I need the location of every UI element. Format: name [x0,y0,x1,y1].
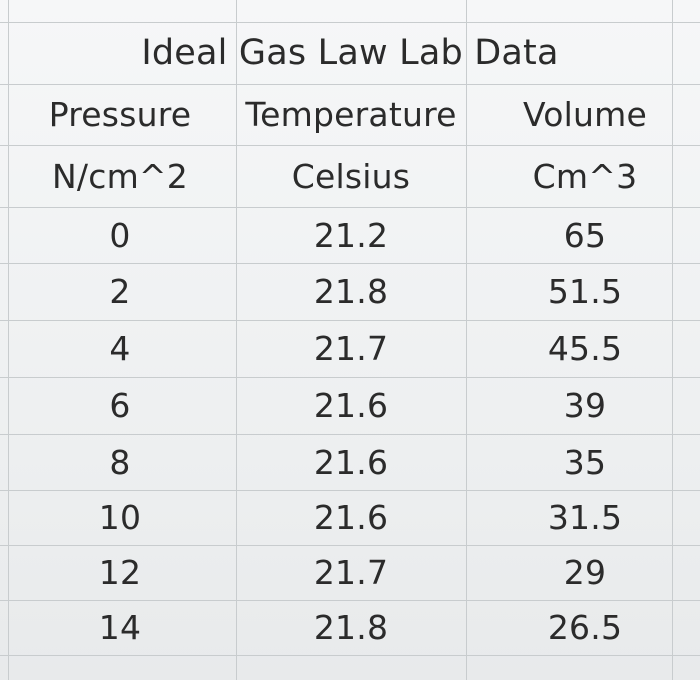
cell-temperature: 21.6 [313,386,389,425]
cell-pressure: 8 [109,442,131,482]
grid-line [0,145,700,146]
cell-volume: 35 [563,442,607,482]
grid-line [236,0,237,680]
cell-pressure: 2 [109,272,131,311]
cell-volume: 26.5 [547,608,623,647]
grid-line [672,0,673,680]
cell-temperature: 21.8 [313,272,389,311]
cell-temperature: 21.8 [313,608,389,647]
cell-pressure: 0 [109,215,131,255]
header-pressure: Pressure [48,95,192,134]
grid-line [0,207,700,208]
grid-line [0,22,700,23]
cell-volume: 51.5 [547,272,623,311]
cell-volume: 31.5 [547,498,623,537]
grid-line [0,490,700,491]
grid-line [0,84,700,85]
cell-temperature: 21.6 [313,498,389,537]
grid-line [8,0,9,680]
grid-line [466,0,467,680]
grid-line [0,434,700,435]
unit-volume: Cm^3 [532,156,638,196]
cell-pressure: 14 [98,608,142,647]
sheet-title: Ideal Gas Law Lab Data [141,33,559,73]
grid-line [0,320,700,321]
cell-volume: 29 [563,553,607,592]
cell-pressure: 12 [98,553,142,592]
unit-temperature: Celsius [291,156,411,196]
grid-line [0,655,700,656]
cell-volume: 45.5 [547,329,623,368]
cell-temperature: 21.2 [313,215,389,255]
cell-pressure: 4 [109,329,131,368]
cell-pressure: 10 [98,498,142,537]
header-temperature: Temperature [245,95,457,134]
grid-line [0,545,700,546]
cell-pressure: 6 [109,386,131,425]
grid-line [0,263,700,264]
unit-pressure: N/cm^2 [52,156,188,196]
cell-temperature: 21.6 [313,442,389,482]
cell-temperature: 21.7 [313,553,389,592]
cell-volume: 65 [563,215,607,255]
cell-volume: 39 [563,386,607,425]
cell-temperature: 21.7 [313,329,389,368]
grid-line [0,377,700,378]
header-volume: Volume [523,95,647,134]
grid-line [0,600,700,601]
